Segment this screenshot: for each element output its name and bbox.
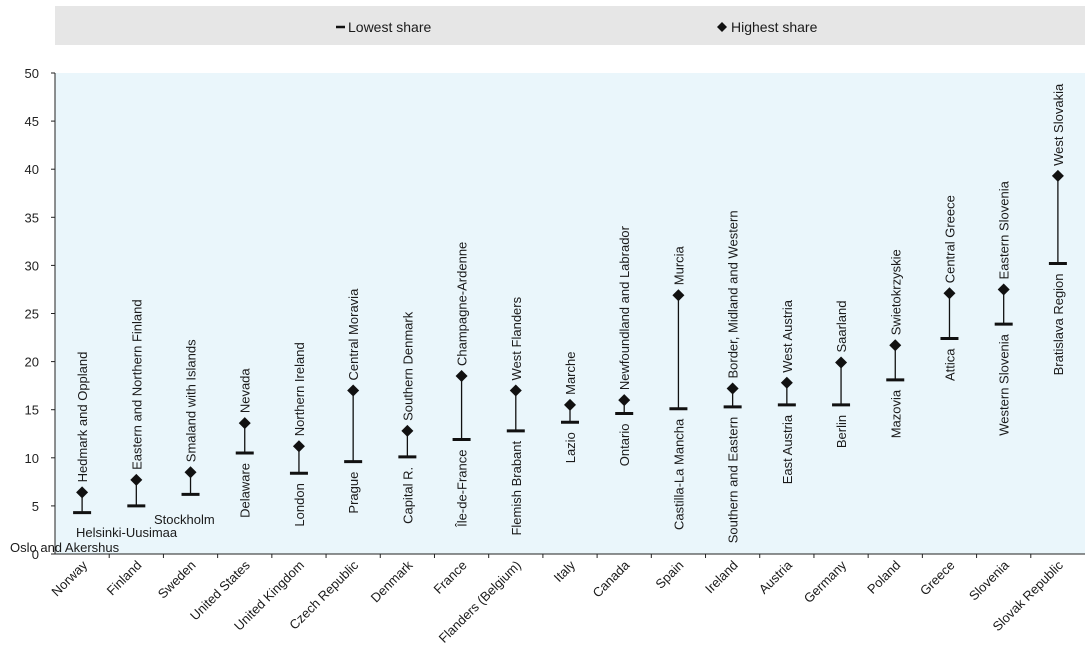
highest-region-label: Central Greece	[942, 195, 957, 283]
highest-share-mark	[347, 384, 360, 397]
legend-box	[55, 6, 1085, 45]
lowest-region-label: Western Slovenia	[997, 333, 1012, 435]
lowest-region-label: Berlin	[834, 415, 849, 448]
y-tick-label: 45	[25, 114, 39, 129]
legend-highest-marker	[717, 22, 727, 32]
category-label: Slovenia	[966, 557, 1012, 603]
highest-region-label: Newfoundland and Labrador	[617, 225, 632, 390]
highest-share-mark	[76, 486, 89, 499]
lowest-region-label: Stockholm	[154, 512, 215, 527]
highest-share-mark	[401, 424, 414, 437]
highest-region-label: Hedmark and Oppland	[75, 352, 90, 483]
highest-share-mark	[292, 440, 305, 453]
highest-region-label: Eastern Slovenia	[997, 180, 1012, 279]
lowest-region-label: Prague	[346, 472, 361, 514]
lowest-region-label: Mazovia	[888, 389, 903, 438]
highest-region-label: Murcia	[671, 245, 686, 285]
lowest-region-label: Lazio	[563, 432, 578, 463]
highest-share-mark	[726, 382, 739, 395]
legend-lowest-label: Lowest share	[348, 19, 431, 35]
legend-highest-label: Highest share	[731, 19, 818, 35]
highest-share-mark	[672, 289, 685, 302]
lowest-region-label: Bratislava Region	[1051, 273, 1066, 375]
y-tick-label: 40	[25, 162, 39, 177]
lowest-region-label: Helsinki-Uusimaa	[76, 525, 178, 540]
highest-region-label: Champagne-Ardenne	[455, 242, 470, 366]
highest-share-mark	[455, 370, 468, 383]
highest-region-label: Smaland with Islands	[184, 339, 199, 462]
category-label: Sweden	[155, 558, 199, 602]
axes: 0 5 10 15 20 25 30 35 40 45 50	[25, 66, 1085, 562]
y-tick-label: 0	[32, 547, 39, 562]
highest-region-label: Southern Denmark	[400, 311, 415, 421]
highest-share-mark	[618, 394, 631, 407]
highest-region-label: Marche	[563, 352, 578, 395]
category-label: Greece	[917, 558, 958, 599]
highest-share-mark	[1051, 169, 1064, 182]
lowest-region-label: Southern and Eastern	[726, 417, 741, 543]
plot-area	[55, 73, 1085, 554]
y-tick-label: 15	[25, 403, 39, 418]
highest-region-label: Swietokrzyskie	[888, 249, 903, 335]
highest-share-mark	[509, 384, 522, 397]
y-tick-label: 25	[25, 307, 39, 322]
lowest-region-label: Ontario	[617, 424, 632, 467]
highest-share-mark	[238, 417, 251, 430]
category-label: Finland	[104, 558, 145, 599]
lowest-region-label: London	[292, 483, 307, 526]
y-tick-label: 20	[25, 355, 39, 370]
highest-share-mark	[889, 339, 902, 352]
highest-share-mark	[780, 376, 793, 389]
lowest-region-label: Capital R.	[400, 467, 415, 524]
y-tick-label: 35	[25, 210, 39, 225]
category-label: Poland	[864, 558, 903, 597]
highest-region-label: Eastern and Northern Finland	[129, 299, 144, 470]
y-tick-label: 5	[32, 499, 39, 514]
lowest-region-label: Attica	[942, 348, 957, 381]
y-tick-label: 10	[25, 451, 39, 466]
highest-region-label: Northern Ireland	[292, 342, 307, 436]
highest-region-label: West Austria	[780, 299, 795, 373]
highest-region-label: Saarland	[834, 301, 849, 353]
category-label: Canada	[590, 557, 633, 600]
lowest-region-label: Delaware	[238, 463, 253, 518]
highest-share-mark	[943, 287, 956, 300]
y-tick-label: 30	[25, 258, 39, 273]
highest-region-label: Central Moravia	[346, 288, 361, 381]
y-tick-label: 50	[25, 66, 39, 81]
lowest-region-label: East Austria	[780, 414, 795, 484]
lowest-region-label: Flemish Brabant	[509, 440, 524, 535]
category-label: Austria	[756, 557, 796, 597]
category-label: Norway	[48, 557, 90, 599]
highest-share-mark	[184, 466, 197, 479]
highest-share-mark	[130, 473, 143, 486]
category-label: Germany	[801, 557, 850, 606]
category-label: Ireland	[702, 558, 741, 597]
highest-region-label: West Slovakia	[1051, 83, 1066, 166]
highest-share-mark	[835, 356, 848, 369]
highest-share-mark	[564, 398, 576, 411]
lowest-region-label: Oslo and Akershus	[10, 540, 120, 555]
category-label: Italy	[551, 557, 579, 585]
lowest-region-label: Île-de-France	[455, 450, 470, 528]
highest-region-label: Nevada	[238, 368, 253, 414]
highest-region-label: Border, Midland and Western	[726, 210, 741, 378]
highest-share-mark	[997, 283, 1010, 296]
category-label: Spain	[652, 558, 686, 592]
category-label: France	[430, 558, 469, 597]
category-label: Denmark	[368, 557, 416, 605]
highest-region-label: West Flanders	[509, 296, 524, 380]
legend: Lowest share Highest share	[336, 19, 818, 35]
lowest-region-label: Castilla-La Mancha	[671, 418, 686, 530]
